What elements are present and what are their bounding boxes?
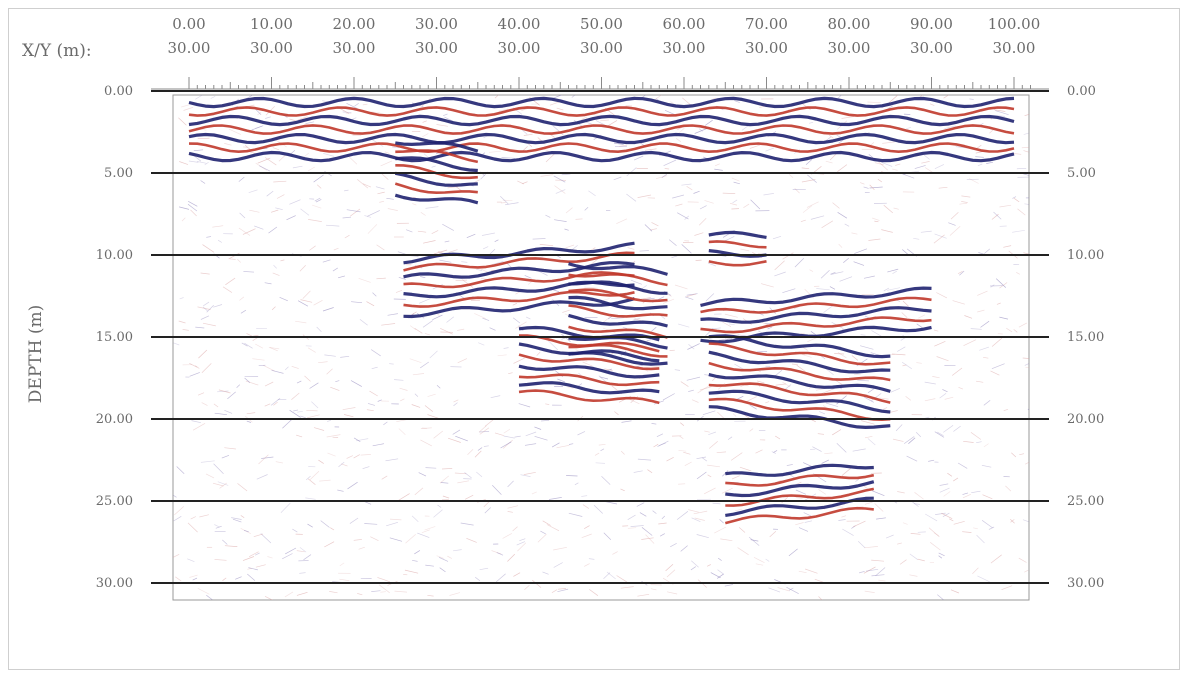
- x-tick-label: 20.00: [333, 15, 376, 33]
- depth-tick-label-left: 15.00: [96, 330, 133, 345]
- depth-tick-label-right: 10.00: [1067, 248, 1104, 263]
- x-tick-label: 60.00: [663, 15, 706, 33]
- y-position-label: 30.00: [333, 39, 376, 57]
- y-position-label: 30.00: [910, 39, 953, 57]
- depth-tick-label-left: 5.00: [104, 166, 133, 181]
- reflector-1: [188, 96, 1015, 163]
- depth-tick-label-right: 30.00: [1067, 576, 1104, 591]
- x-tick-label: 30.00: [415, 15, 458, 33]
- depth-tick-label-left: 20.00: [96, 412, 133, 427]
- depth-tick-label-left: 0.00: [104, 84, 133, 99]
- x-tick-label: 0.00: [172, 15, 205, 33]
- depth-tick-label-left: 25.00: [96, 494, 133, 509]
- x-tick-label: 80.00: [828, 15, 871, 33]
- depth-tick-label-right: 0.00: [1067, 84, 1096, 99]
- depth-tick-label-left: 30.00: [96, 576, 133, 591]
- plot-background: [172, 94, 1030, 601]
- y-position-label: 30.00: [415, 39, 458, 57]
- x-tick-label: 100.00: [988, 15, 1041, 33]
- depth-gridlines: 0.00 0.00 5.00 5.00 10.00 10.00 15.00 15.00 20.0…: [96, 84, 1104, 591]
- radargram-frame: 0.00 0.00 5.00 5.00 10.00 10.00 15.00 15.00 20.0…: [8, 8, 1180, 670]
- radargram-chart: 0.00 0.00 5.00 5.00 10.00 10.00 15.00 15.00 20.0…: [22, 15, 1104, 601]
- depth-tick-label-right: 15.00: [1067, 330, 1104, 345]
- y-position-label: 30.00: [580, 39, 623, 57]
- x-axis-label: X/Y (m):: [22, 41, 92, 61]
- depth-tick-label-right: 20.00: [1067, 412, 1104, 427]
- x-tick-label: 50.00: [580, 15, 623, 33]
- y-position-label: 30.00: [168, 39, 211, 57]
- y-position-label: 30.00: [498, 39, 541, 57]
- y-axis-label: DEPTH (m): [26, 305, 46, 403]
- y-position-label: 30.00: [250, 39, 293, 57]
- depth-tick-label-right: 25.00: [1067, 494, 1104, 509]
- depth-tick-label-right: 5.00: [1067, 166, 1096, 181]
- y-position-label: 30.00: [828, 39, 871, 57]
- y-position-label: 30.00: [745, 39, 788, 57]
- y-position-label: 30.00: [663, 39, 706, 57]
- reflector-5: [518, 325, 660, 405]
- reflector-7: [708, 334, 891, 429]
- x-tick-label: 90.00: [910, 15, 953, 33]
- x-tick-label: 70.00: [745, 15, 788, 33]
- reflector-layer: [188, 96, 1015, 525]
- x-axis: X/Y (m): 0.00 30.00 10.00 30.00 20.00 30.00 30…: [22, 15, 1049, 90]
- x-tick-label: 10.00: [250, 15, 293, 33]
- reflector-8: [708, 230, 767, 267]
- y-position-label: 30.00: [993, 39, 1036, 57]
- reflector-2: [394, 141, 479, 205]
- y-axis: DEPTH (m): [26, 305, 46, 403]
- reflector-9: [724, 463, 875, 525]
- depth-tick-label-left: 10.00: [96, 248, 133, 263]
- x-tick-label: 40.00: [498, 15, 541, 33]
